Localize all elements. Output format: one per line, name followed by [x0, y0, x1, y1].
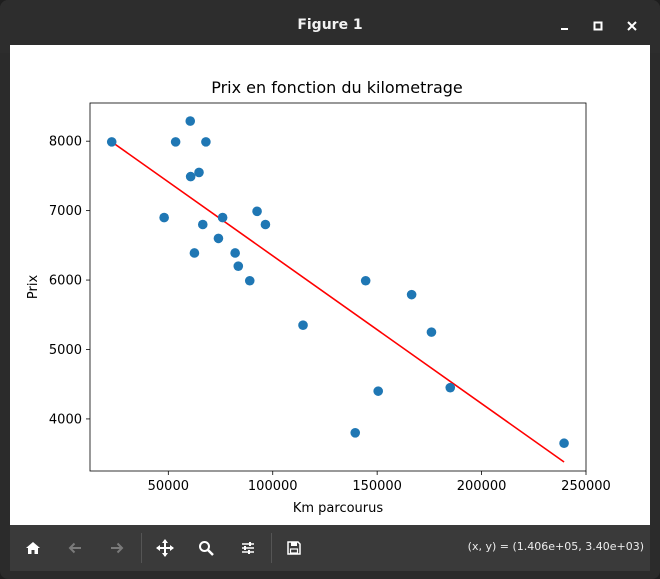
scatter-point — [201, 137, 211, 147]
chart-svg: Prix en fonction du kilometrage 4000 5000… — [26, 78, 611, 516]
scatter-point — [185, 116, 196, 126]
scatter-points — [106, 116, 569, 449]
scatter-point — [252, 206, 262, 217]
scatter-point — [373, 386, 384, 396]
back-button[interactable] — [61, 534, 89, 562]
scatter-point — [217, 212, 228, 223]
scatter-point — [197, 219, 208, 230]
y-tick-label: 7000 — [49, 204, 82, 219]
y-axis-label: Prix — [26, 275, 41, 300]
move-icon — [156, 539, 174, 557]
arrow-right-icon — [111, 542, 124, 554]
x-axis-ticks: 50000 100000 150000 200000 250000 — [148, 471, 611, 494]
y-tick-label: 8000 — [49, 135, 82, 150]
arrow-left-icon — [68, 542, 81, 554]
scatter-point — [445, 382, 456, 393]
home-icon — [26, 542, 40, 554]
plot-frame — [89, 102, 587, 472]
y-tick-label: 4000 — [49, 412, 82, 427]
scatter-point — [559, 438, 569, 449]
maximize-icon[interactable] — [587, 15, 609, 37]
y-axis-ticks: 4000 5000 6000 7000 8000 — [49, 135, 90, 427]
x-tick-label: 150000 — [352, 479, 402, 494]
toolbar-separator — [271, 533, 272, 563]
scatter-point — [185, 171, 196, 182]
forward-button[interactable] — [103, 534, 131, 562]
cursor-coordinates: (x, y) = (1.406e+05, 3.40e+03) — [467, 540, 644, 553]
scatter-point — [426, 327, 437, 337]
close-icon[interactable] — [621, 15, 643, 37]
title-bar: Figure 1 — [0, 0, 660, 53]
zoom-icon — [199, 541, 214, 556]
scatter-point — [233, 261, 244, 271]
y-tick-label: 5000 — [49, 343, 82, 358]
scatter-point — [360, 275, 371, 286]
save-icon — [287, 541, 301, 555]
x-tick-label: 50000 — [148, 479, 189, 494]
scatter-point — [194, 167, 204, 178]
regression-line — [111, 141, 565, 463]
scatter-point — [170, 137, 181, 147]
save-button[interactable] — [280, 534, 308, 562]
zoom-button[interactable] — [192, 534, 220, 562]
toolbar-separator — [141, 533, 142, 563]
scatter-point — [189, 248, 200, 258]
home-button[interactable] — [19, 534, 47, 562]
minimize-icon[interactable] — [553, 15, 575, 37]
chart-title: Prix en fonction du kilometrage — [211, 78, 463, 97]
x-axis-label: Km parcourus — [293, 501, 384, 516]
y-tick-label: 6000 — [49, 274, 82, 289]
sliders-icon — [242, 542, 254, 554]
x-tick-label: 200000 — [457, 479, 507, 494]
scatter-point — [298, 320, 308, 330]
toolbar: (x, y) = (1.406e+05, 3.40e+03) — [10, 525, 650, 571]
x-tick-label: 100000 — [248, 479, 298, 494]
scatter-point — [260, 219, 271, 230]
pan-button[interactable] — [151, 534, 179, 562]
scatter-point — [230, 248, 240, 258]
scatter-point — [350, 428, 361, 438]
configure-subplots-button[interactable] — [234, 534, 262, 562]
scatter-point — [213, 233, 224, 244]
figure-canvas[interactable]: Prix en fonction du kilometrage 4000 5000… — [10, 45, 650, 525]
scatter-point — [406, 289, 417, 300]
scatter-point — [244, 275, 255, 286]
scatter-point — [106, 137, 117, 147]
scatter-point — [159, 212, 169, 223]
x-tick-label: 250000 — [561, 479, 611, 494]
window-title: Figure 1 — [297, 17, 363, 33]
